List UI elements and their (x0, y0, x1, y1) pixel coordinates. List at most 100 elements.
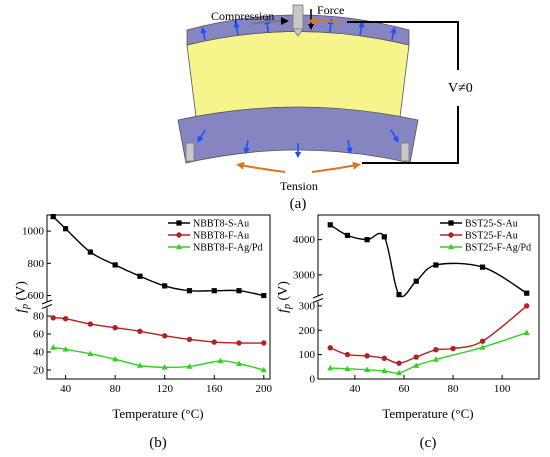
legend-marker (448, 232, 454, 238)
axis-break-slash (312, 293, 324, 299)
data-point (62, 346, 69, 352)
data-point (112, 325, 118, 331)
data-point (433, 262, 439, 268)
y-tick-label: 300 (299, 300, 316, 312)
data-point (87, 321, 94, 327)
data-point (413, 278, 419, 284)
data-point (413, 354, 419, 360)
panel-label-c: (c) (420, 435, 437, 451)
data-point (433, 347, 439, 353)
series-line (53, 346, 264, 371)
y-tick-label: 3000 (293, 269, 316, 281)
chart-b: 40 80 120 160 200 600 800 1000 20 40 60 80 NBBT8-S-A… (14, 214, 273, 451)
data-point (479, 338, 486, 344)
data-point (396, 369, 403, 376)
tension-arrow-left (236, 161, 286, 173)
panel-label-a: (a) (290, 196, 307, 212)
data-point (432, 356, 439, 362)
axis-break-slash (312, 298, 324, 303)
y-tick-label: 600 (28, 290, 45, 302)
axis-break-slash (41, 304, 53, 309)
panel-label-b: (b) (149, 435, 167, 451)
data-point (364, 353, 370, 359)
y-tick-label: 20 (33, 365, 45, 377)
legend-label: NBBT8-S-Au (193, 219, 249, 230)
data-point (450, 345, 456, 352)
y-tick-label: 0 (310, 374, 316, 386)
data-point (87, 350, 94, 357)
chart-b-ylabel: fp (V) (14, 281, 31, 313)
y-tick-label: 800 (28, 258, 45, 270)
x-tick-label: 160 (206, 383, 223, 395)
data-point (161, 364, 168, 370)
data-point (50, 214, 56, 220)
data-point (327, 345, 333, 351)
force-label: Force (317, 3, 344, 17)
data-point (524, 303, 530, 309)
x-tick-label: 60 (398, 383, 410, 395)
data-point (211, 288, 217, 294)
x-tick-label: 120 (156, 383, 173, 395)
legend-label: BST25-F-Au (465, 231, 518, 242)
chart-c: 40 60 80 100300040000100200300BST25-S-AuBST… (276, 214, 540, 451)
tension-label: Tension (280, 179, 318, 193)
axis-break (42, 301, 52, 308)
data-point (381, 355, 387, 361)
data-point (396, 360, 402, 366)
data-point (364, 366, 371, 373)
series-line (53, 317, 264, 344)
left-support (185, 142, 195, 162)
data-point (381, 234, 387, 240)
axis-break-slash (41, 299, 53, 305)
x-tick-label: 40 (60, 383, 72, 395)
y-tick-label: 80 (33, 311, 45, 323)
series-line (330, 305, 528, 364)
data-point (137, 273, 143, 279)
x-tick-label: 200 (256, 383, 273, 395)
legend-marker (448, 220, 454, 226)
bottom-polarization-arrows (197, 129, 399, 159)
legend-label: NBBT8-F-Au (193, 231, 249, 242)
right-support (400, 142, 410, 162)
legend-label: BST25-S-Au (465, 219, 518, 230)
x-tick-label: 80 (448, 383, 460, 395)
y-tick-label: 60 (33, 329, 45, 341)
data-point (137, 328, 143, 334)
bending-schematic: Force Compression Tension V≠0 (a) (177, 3, 473, 212)
data-point (62, 316, 69, 322)
data-point (479, 344, 486, 350)
press-tip (292, 4, 304, 30)
data-point (162, 283, 168, 289)
data-point (236, 288, 242, 294)
compression-arrow-left (251, 17, 289, 26)
legend-label: BST25-F-Ag/Pd (465, 243, 531, 254)
legend-label: NBBT8-F-Ag/Pd (193, 243, 262, 254)
chart-c-xlabel: Temperature (°C) (382, 406, 473, 421)
data-point (112, 356, 119, 362)
chart-b-frame (46, 214, 271, 380)
series-line (52, 216, 264, 297)
legend-marker (176, 220, 182, 226)
compression-label: Compression (211, 9, 274, 23)
data-point (413, 362, 420, 368)
data-point (344, 351, 351, 358)
data-point (364, 237, 370, 243)
data-point (479, 264, 486, 270)
y-tick-label: 200 (299, 325, 316, 337)
y-tick-label: 1000 (22, 226, 45, 238)
data-point (381, 367, 388, 374)
data-point (236, 360, 243, 366)
data-point (211, 339, 217, 345)
legend-marker (176, 243, 182, 250)
voltage-label: V≠0 (448, 81, 473, 96)
data-point (236, 340, 242, 346)
chart-b-xlabel: Temperature (°C) (112, 406, 203, 421)
axis-break (313, 295, 323, 302)
tension-arrow-right (311, 161, 361, 173)
data-point (50, 344, 57, 350)
data-point (186, 363, 193, 369)
data-point (261, 292, 267, 299)
data-point (344, 232, 351, 239)
data-point (217, 357, 224, 364)
